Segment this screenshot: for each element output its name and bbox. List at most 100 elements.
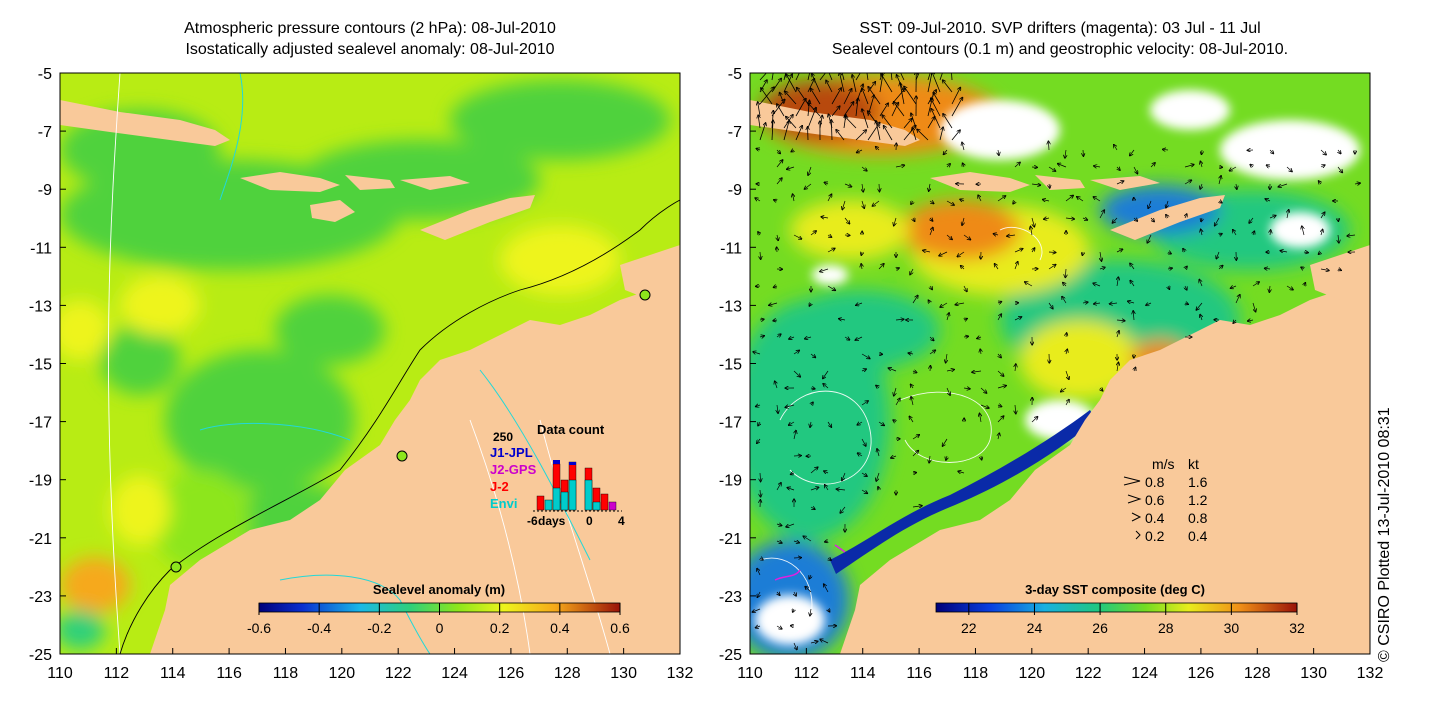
velocity-arrow bbox=[1128, 301, 1135, 303]
velocity-arrow bbox=[793, 642, 797, 649]
right-y-tick-label: -5 bbox=[728, 66, 742, 83]
velocity-arrow bbox=[1134, 218, 1137, 221]
velocity-arrow bbox=[777, 104, 785, 117]
velocity-arrow bbox=[877, 449, 879, 457]
velocity-arrow bbox=[1082, 218, 1087, 220]
cyan-contours bbox=[199, 73, 591, 654]
velocity-arrow bbox=[780, 93, 785, 105]
left-colorbar-tick-label: -0.4 bbox=[307, 620, 331, 636]
velocity-arrow bbox=[755, 198, 761, 201]
velocity-arrow bbox=[760, 489, 761, 497]
velocity-arrow bbox=[1185, 214, 1187, 219]
velocity-arrow bbox=[783, 74, 792, 93]
inset-legend-j1-jpl: J1-JPL bbox=[490, 445, 533, 460]
velocity-arrow bbox=[825, 485, 829, 491]
right-colorbar-tick-label: 24 bbox=[1027, 620, 1043, 636]
velocity-arrow bbox=[852, 75, 857, 93]
velocity-arrow bbox=[793, 351, 799, 355]
velocity-arrow bbox=[1065, 149, 1066, 158]
left-x-tick-label: 126 bbox=[498, 665, 525, 682]
velocity-arrow bbox=[842, 200, 846, 209]
velocity-arrow bbox=[776, 483, 781, 491]
velocity-arrow bbox=[795, 126, 802, 141]
velocity-arrow bbox=[903, 119, 912, 129]
velocity-arrow bbox=[1093, 283, 1101, 287]
velocity-arrow bbox=[944, 149, 948, 154]
right-x-axis: 110 112 114 116 118 120 122 124 126 128 130 132 bbox=[737, 648, 1383, 682]
velocity-arrow bbox=[1303, 252, 1308, 253]
velocity-arrow bbox=[1130, 149, 1135, 155]
velocity-arrow bbox=[753, 608, 761, 612]
velocity-arrow bbox=[997, 370, 1004, 376]
velocity-arrow bbox=[810, 641, 817, 643]
velocity-arrow bbox=[1185, 303, 1188, 304]
velocity-arrow bbox=[1219, 201, 1222, 203]
right-x-tick-label: 110 bbox=[737, 665, 763, 682]
left-colorbar-label: Sealevel anomaly (m) bbox=[373, 582, 505, 597]
velocity-arrow bbox=[876, 147, 879, 150]
velocity-arrow bbox=[1077, 197, 1084, 202]
velocity-legend-arrow bbox=[1123, 476, 1141, 486]
velocity-arrow bbox=[1338, 234, 1339, 243]
velocity-arrow bbox=[757, 569, 761, 576]
velocity-arrow bbox=[1063, 283, 1066, 286]
velocity-arrow bbox=[772, 120, 773, 141]
velocity-arrow bbox=[820, 268, 829, 272]
velocity-arrow bbox=[793, 541, 799, 543]
velocity-arrow bbox=[810, 421, 811, 427]
velocity-arrow bbox=[776, 334, 781, 337]
right-x-tick-label: 124 bbox=[1131, 665, 1158, 682]
velocity-arrow bbox=[1321, 230, 1323, 236]
velocity-arrow bbox=[943, 114, 953, 129]
velocity-arrow bbox=[923, 250, 931, 252]
velocity-arrow bbox=[776, 178, 782, 185]
velocity-arrow bbox=[998, 149, 999, 155]
java-island-right bbox=[750, 100, 920, 146]
velocity-arrow bbox=[1168, 252, 1171, 254]
velocity-legend-arrow bbox=[1131, 512, 1142, 522]
velocity-arrow bbox=[773, 320, 778, 321]
velocity-arrow bbox=[810, 467, 818, 474]
velocity-arrow bbox=[1113, 217, 1118, 223]
velocity-arrow bbox=[797, 88, 809, 105]
velocity-arrow bbox=[1062, 297, 1067, 304]
velocity-legend-ms: 0.8 bbox=[1145, 474, 1165, 490]
velocity-arrow bbox=[910, 268, 913, 274]
velocity-arrow bbox=[1219, 234, 1222, 235]
velocity-arrow bbox=[1015, 404, 1016, 413]
velocity-legend-kt: 1.2 bbox=[1188, 492, 1208, 508]
velocity-arrow bbox=[861, 369, 866, 371]
right-colorbar-tick-label: 28 bbox=[1158, 620, 1174, 636]
velocity-arrow bbox=[1231, 286, 1237, 288]
velocity-arrow bbox=[997, 416, 1004, 423]
velocity-arrow bbox=[1049, 183, 1050, 188]
velocity-arrow bbox=[777, 404, 778, 413]
left-x-tick-label: 130 bbox=[610, 665, 637, 682]
velocity-arrow bbox=[810, 507, 815, 509]
velocity-arrow bbox=[810, 231, 816, 236]
velocity-arrow bbox=[836, 130, 845, 141]
right-title-line1: SST: 09-Jul-2010. SVP drifters (magenta)… bbox=[859, 20, 1261, 37]
velocity-arrow bbox=[940, 302, 948, 307]
left-y-tick-label: -21 bbox=[29, 531, 52, 548]
velocity-arrow bbox=[1215, 217, 1220, 225]
timor-island bbox=[420, 195, 535, 240]
velocity-arrow bbox=[1066, 333, 1067, 338]
velocity-arrow bbox=[787, 167, 795, 169]
velocity-arrow bbox=[1200, 162, 1202, 168]
inset-legend-j-2: J-2 bbox=[490, 479, 509, 494]
velocity-arrow bbox=[783, 121, 789, 141]
velocity-arrow bbox=[811, 89, 821, 105]
velocity-arrow bbox=[961, 266, 964, 269]
velocity-arrow bbox=[840, 506, 846, 513]
left-x-tick-label: 124 bbox=[441, 665, 468, 682]
velocity-arrow bbox=[978, 195, 981, 202]
velocity-arrow bbox=[1061, 387, 1067, 392]
velocity-arrow bbox=[1253, 231, 1254, 236]
velocity-arrow bbox=[1110, 303, 1118, 304]
velocity-legend-arrow bbox=[1135, 530, 1141, 540]
velocity-arrow bbox=[913, 218, 915, 221]
velocity-arrow bbox=[1301, 267, 1304, 269]
velocity-legend-ms: 0.4 bbox=[1145, 510, 1165, 526]
velocity-arrow bbox=[786, 523, 795, 527]
